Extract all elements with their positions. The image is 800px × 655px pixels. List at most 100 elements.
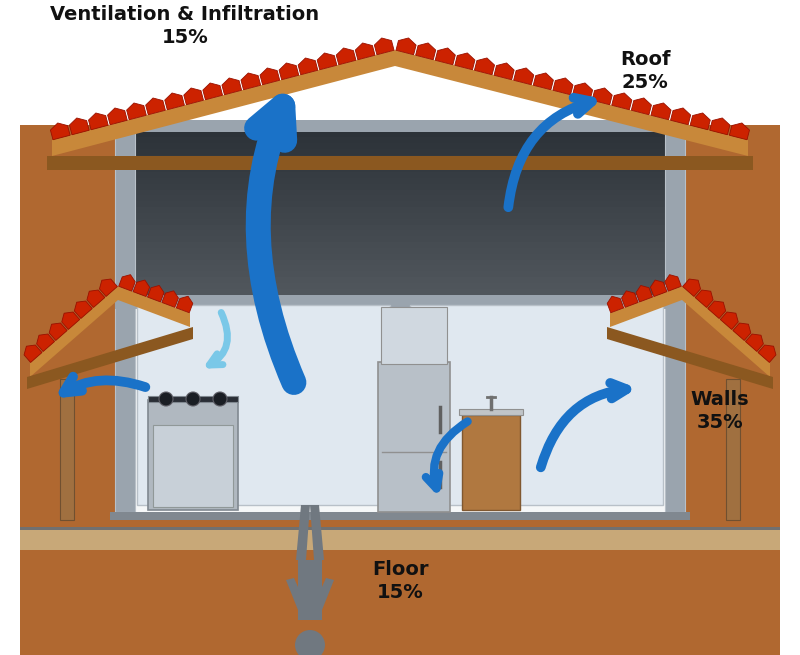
Polygon shape (650, 280, 667, 297)
Bar (133, 119, 667, 126)
Polygon shape (176, 296, 193, 312)
Bar (381, 307, 447, 364)
Bar (133, 178, 667, 184)
Polygon shape (70, 118, 89, 135)
Polygon shape (296, 505, 310, 560)
Bar (20, 527, 780, 530)
FancyArrowPatch shape (257, 106, 294, 383)
Polygon shape (74, 301, 92, 318)
Bar (133, 137, 667, 143)
Polygon shape (165, 93, 185, 110)
Bar (110, 512, 690, 520)
Polygon shape (695, 290, 713, 307)
Polygon shape (612, 93, 632, 110)
Bar (133, 166, 667, 172)
FancyArrowPatch shape (63, 377, 146, 392)
Bar (665, 120, 685, 512)
Polygon shape (474, 58, 494, 75)
Circle shape (159, 392, 173, 406)
Bar (133, 201, 667, 208)
Bar (133, 225, 667, 231)
Polygon shape (184, 88, 203, 105)
Text: 15%: 15% (377, 583, 423, 602)
Polygon shape (260, 68, 280, 84)
Polygon shape (47, 156, 753, 170)
Polygon shape (336, 48, 356, 65)
Bar (726, 379, 740, 520)
Bar (20, 125, 780, 655)
Polygon shape (310, 505, 324, 560)
Polygon shape (631, 98, 651, 115)
Bar (133, 125, 667, 132)
Bar (133, 259, 667, 266)
Polygon shape (710, 118, 730, 135)
Bar (665, 120, 685, 512)
Polygon shape (720, 312, 738, 329)
Bar (133, 265, 667, 272)
Polygon shape (592, 88, 612, 105)
Bar (60, 379, 74, 520)
Bar (60, 518, 740, 530)
Bar (459, 409, 523, 415)
Polygon shape (455, 53, 475, 69)
Text: Walls: Walls (690, 390, 750, 409)
Circle shape (295, 630, 325, 655)
Polygon shape (118, 274, 135, 291)
Polygon shape (37, 334, 54, 352)
Bar (390, 295, 410, 512)
Bar (133, 231, 667, 236)
Polygon shape (298, 58, 318, 75)
Polygon shape (651, 103, 671, 120)
Bar (133, 131, 667, 138)
Polygon shape (89, 113, 108, 130)
Polygon shape (730, 123, 750, 140)
Polygon shape (30, 286, 190, 377)
Polygon shape (494, 63, 514, 80)
Polygon shape (435, 48, 455, 65)
Polygon shape (514, 68, 534, 84)
Polygon shape (746, 334, 763, 352)
Polygon shape (622, 291, 638, 307)
Polygon shape (355, 43, 375, 60)
Bar (115, 120, 135, 512)
Bar (133, 277, 667, 284)
Bar (133, 219, 667, 225)
Bar (133, 172, 667, 178)
FancyArrowPatch shape (210, 312, 227, 365)
Polygon shape (396, 38, 416, 55)
Bar (133, 149, 667, 155)
Bar (462, 415, 520, 510)
FancyArrowPatch shape (541, 383, 626, 467)
Bar (133, 253, 667, 260)
Bar (133, 195, 667, 202)
Polygon shape (24, 345, 42, 362)
Bar (133, 283, 667, 289)
Bar (115, 295, 685, 309)
FancyArrowPatch shape (508, 98, 592, 207)
Polygon shape (636, 286, 653, 302)
Polygon shape (126, 103, 146, 120)
Polygon shape (27, 327, 193, 389)
Polygon shape (146, 98, 166, 115)
Polygon shape (162, 291, 178, 307)
Bar (298, 560, 322, 620)
Polygon shape (415, 43, 436, 60)
Bar (133, 242, 667, 248)
Bar (115, 120, 685, 132)
Polygon shape (49, 323, 67, 341)
Bar (133, 189, 667, 196)
Polygon shape (708, 301, 726, 318)
Circle shape (213, 392, 227, 406)
Polygon shape (682, 279, 701, 297)
Polygon shape (534, 73, 554, 90)
Bar (133, 236, 667, 242)
Bar (133, 271, 667, 278)
Polygon shape (758, 345, 776, 362)
Bar (115, 120, 135, 512)
Polygon shape (314, 578, 334, 610)
Polygon shape (607, 296, 624, 312)
Bar (133, 183, 667, 190)
Polygon shape (665, 274, 682, 291)
Text: Floor: Floor (372, 560, 428, 579)
Polygon shape (50, 123, 70, 140)
